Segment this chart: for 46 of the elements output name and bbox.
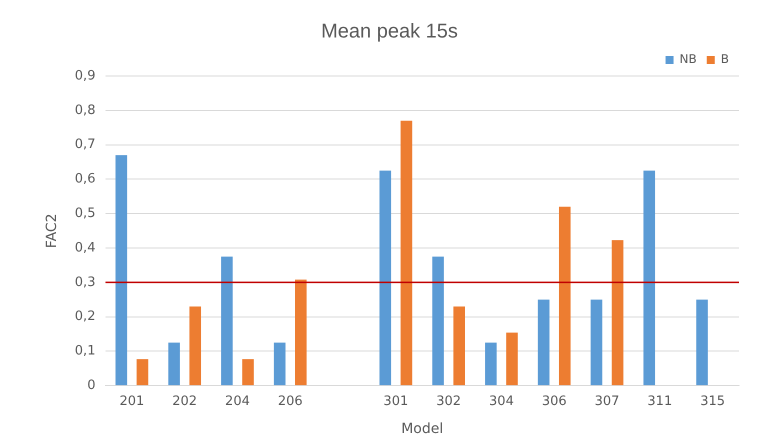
y-tick-label: 0,6 (74, 172, 96, 187)
bar (590, 300, 602, 386)
x-axis-title: Model (401, 421, 444, 438)
y-tick-label: 0,4 (74, 240, 96, 256)
x-tick-label: 307 (594, 394, 620, 409)
y-tick-label: 0,2 (74, 309, 96, 324)
x-tick-label: 302 (436, 394, 462, 409)
bar (379, 170, 392, 386)
x-tick-label: 204 (225, 394, 250, 409)
bar (696, 300, 708, 386)
x-tick-label: 301 (383, 394, 408, 409)
bar (643, 170, 656, 386)
y-tick-label: 0,3 (74, 274, 96, 290)
bar (242, 359, 254, 386)
bar (432, 256, 444, 386)
bar (168, 342, 180, 386)
bar (136, 359, 148, 386)
bar (453, 306, 465, 386)
y-tick-label: 0,7 (74, 137, 96, 152)
bar (295, 280, 307, 386)
bar (274, 342, 286, 386)
x-tick-label: 202 (172, 394, 198, 409)
legend-label: NB (680, 52, 697, 66)
bar (221, 256, 233, 386)
bar (538, 300, 550, 386)
y-tick-label: 0,8 (74, 102, 96, 118)
y-tick-label: 0,5 (74, 206, 96, 221)
y-axis-title: FAC2 (44, 213, 60, 248)
x-tick-label: 201 (119, 394, 144, 409)
bar (612, 240, 624, 386)
bar (485, 342, 497, 386)
bar (558, 206, 571, 386)
legend-label: B (720, 52, 729, 66)
y-tick-label: 0,1 (74, 344, 96, 359)
x-tick-label: 304 (489, 394, 514, 409)
y-tick-label: 0 (87, 378, 96, 393)
x-tick-label: 315 (700, 394, 726, 409)
y-tick-label: 0,9 (74, 68, 96, 84)
bar (189, 306, 202, 386)
x-tick-label: 311 (647, 394, 672, 409)
x-tick-label: 306 (542, 394, 567, 409)
x-tick-label: 206 (278, 394, 303, 409)
bar (506, 332, 518, 386)
bar (116, 155, 128, 386)
bar (400, 120, 412, 386)
chart-title: Mean peak 15s (321, 20, 458, 43)
